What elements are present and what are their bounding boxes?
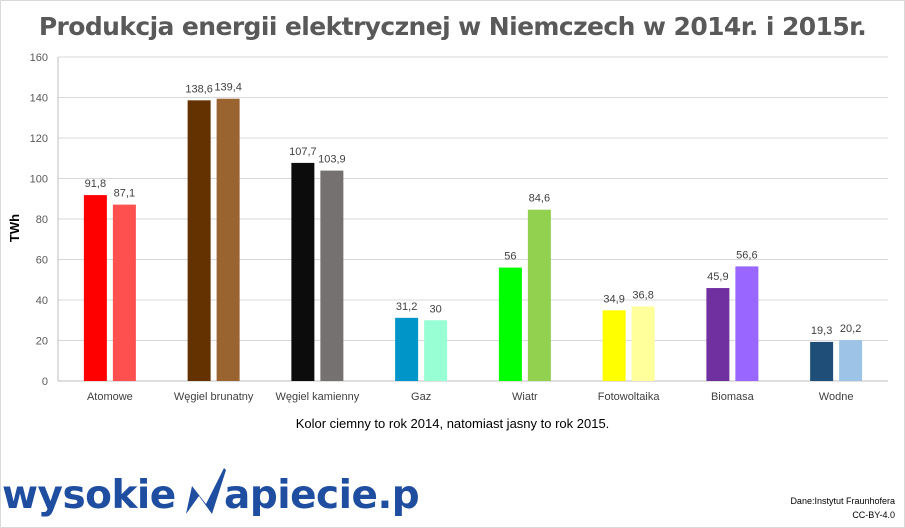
y-tick-label: 40 [36, 295, 48, 307]
x-tick-label: Wiatr [512, 391, 538, 403]
x-tick-label: Atomowe [87, 391, 133, 403]
data-label: 19,3 [811, 325, 832, 337]
chart-title: Produkcja energii elektrycznej w Niemcze… [38, 12, 867, 41]
bar [320, 170, 344, 381]
bars [83, 98, 863, 382]
x-tick-label: Gaz [411, 391, 431, 403]
chart-caption: Kolor ciemny to rok 2014, natomiast jasn… [295, 416, 610, 431]
data-label: 138,6 [185, 83, 213, 95]
bar [602, 310, 626, 381]
y-tick-label: 20 [36, 336, 48, 348]
logo-text-right: apiecie.pl [224, 473, 420, 518]
bar [291, 162, 315, 381]
data-label: 139,4 [214, 82, 242, 94]
y-axis-label: TWh [7, 214, 22, 242]
data-label: 84,6 [529, 193, 550, 205]
data-label: 34,9 [603, 293, 624, 305]
data-label: 45,9 [707, 271, 728, 283]
y-tick-label: 80 [36, 214, 48, 226]
data-label: 56 [504, 251, 516, 263]
data-label: 107,7 [289, 146, 317, 158]
gridlines [58, 56, 888, 341]
y-tick-labels: 0 20 40 60 80 100 120 140 160 [30, 52, 48, 388]
data-label: 30 [430, 303, 442, 315]
y-tick-label: 140 [30, 93, 48, 105]
bar [395, 317, 419, 381]
x-tick-label: Węgiel brunatny [174, 391, 254, 403]
bar [112, 204, 136, 381]
bar [527, 209, 551, 381]
bar [631, 306, 655, 381]
source-line-1: Dane:Instytut Fraunhofera [790, 496, 895, 506]
bar [424, 320, 448, 381]
bar [839, 340, 863, 381]
bar [735, 266, 759, 381]
data-label: 91,8 [85, 178, 106, 190]
wysokienapiecie-logo: wysokie apiecie.pl [2, 468, 420, 518]
bar [83, 195, 107, 381]
x-tick-labels: Atomowe Węgiel brunatny Węgiel kamienny Gaz… [87, 391, 854, 403]
x-tick-label: Fotowoltaika [598, 391, 661, 403]
data-label: 20,2 [840, 323, 861, 335]
y-tick-label: 120 [30, 133, 48, 145]
source-line-2: CC-BY-4.0 [852, 510, 895, 520]
logo-text-left: wysokie [2, 473, 176, 518]
x-tick-label: Wodne [819, 391, 854, 403]
data-label: 103,9 [318, 154, 346, 166]
x-tick-label: Węgiel kamienny [275, 391, 359, 403]
y-tick-label: 100 [30, 174, 48, 186]
data-label: 31,2 [396, 301, 417, 313]
lightning-n-icon [186, 468, 226, 514]
bar [498, 267, 522, 381]
bar [187, 100, 211, 382]
y-tick-label: 160 [30, 52, 48, 64]
data-label: 56,6 [736, 249, 757, 261]
bar [216, 98, 240, 381]
data-label: 36,8 [632, 289, 653, 301]
bar [706, 288, 730, 381]
bar [810, 341, 834, 381]
data-label: 87,1 [114, 188, 135, 200]
x-tick-label: Biomasa [711, 391, 755, 403]
y-tick-label: 0 [42, 376, 48, 388]
source-note: Dane:Instytut Fraunhofera CC-BY-4.0 [790, 494, 895, 522]
y-tick-label: 60 [36, 255, 48, 267]
